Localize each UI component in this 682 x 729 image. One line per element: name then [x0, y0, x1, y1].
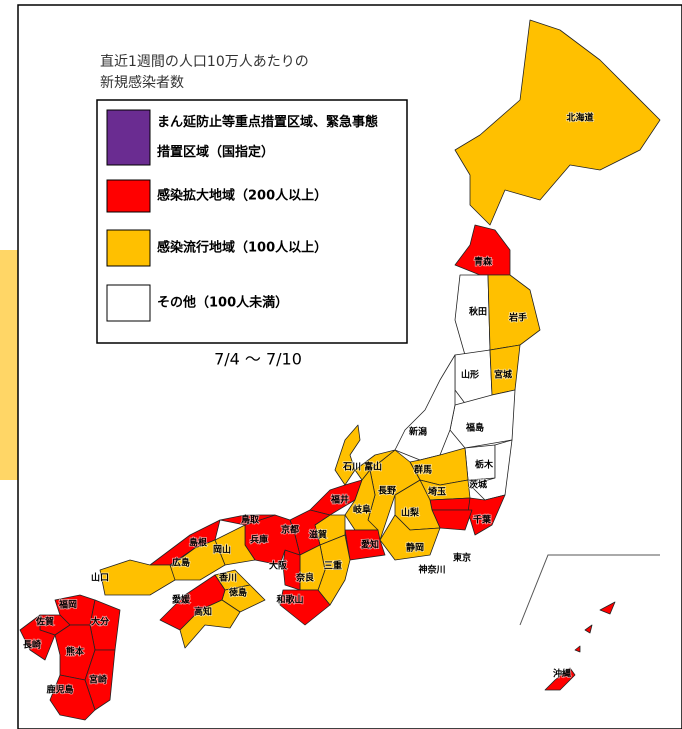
prefecture — [354, 449, 396, 481]
legend-label: 措置区域（国指定） — [157, 144, 274, 160]
prefecture-label: 鹿児島 — [45, 684, 73, 696]
prefecture-label: 埼玉 — [428, 486, 446, 498]
prefecture-label: 宮崎 — [89, 674, 107, 686]
prefecture-label: 滋賀 — [309, 529, 327, 541]
prefecture-label: 青森 — [474, 256, 493, 268]
prefecture-label: 奈良 — [295, 572, 314, 584]
prefecture-label: 佐賀 — [35, 616, 54, 628]
prefecture-label: 群馬 — [413, 464, 432, 476]
legend-swatch — [106, 229, 151, 267]
prefecture — [544, 667, 576, 691]
prefecture-label: 兵庫 — [250, 534, 268, 546]
prefecture-label: 神奈川 — [418, 564, 445, 576]
prefecture-label: 京都 — [281, 524, 299, 536]
prefecture-label: 徳島 — [228, 587, 247, 599]
title-line: 新規感染者数 — [100, 74, 184, 91]
prefecture-label: 石川 — [342, 462, 361, 473]
prefecture — [344, 469, 379, 531]
island — [584, 624, 593, 634]
prefecture-label: 鳥取 — [241, 514, 260, 526]
prefecture-label: 大分 — [91, 616, 109, 628]
legend-swatch — [106, 179, 151, 213]
legend-label: 感染流行地域（100人以上） — [157, 240, 327, 256]
prefecture — [49, 674, 96, 721]
prefecture-label: 静岡 — [406, 542, 424, 554]
prefecture-label: 千葉 — [473, 514, 492, 526]
prefecture-label: 長崎 — [23, 639, 41, 651]
island — [599, 601, 616, 615]
prefecture-label: 富山 — [364, 461, 382, 473]
prefecture-label: 東京 — [453, 552, 471, 564]
legend-swatch — [106, 284, 151, 322]
legend-label: まん延防止等重点措置区域、緊急事態 — [157, 114, 378, 130]
title-line: 直近1週間の人口10万人あたりの — [100, 53, 309, 70]
prefecture — [429, 497, 473, 511]
prefecture-label: 福岡 — [58, 599, 77, 611]
prefecture-label: 高知 — [194, 606, 212, 618]
prefecture-label: 栃木 — [475, 459, 494, 471]
prefecture-label: 山口 — [91, 572, 109, 584]
prefecture-label: 岐阜 — [353, 504, 371, 516]
prefecture-label: 島根 — [189, 537, 208, 549]
prefecture — [334, 424, 361, 486]
prefecture-label: 広島 — [172, 557, 190, 569]
prefecture-label: 愛媛 — [172, 594, 191, 606]
prefecture-label: 愛知 — [361, 539, 379, 551]
prefecture — [179, 599, 241, 649]
prefecture — [379, 514, 441, 561]
period-label: 7/4 〜 7/10 — [214, 350, 302, 369]
inset-line — [519, 554, 660, 626]
prefecture-label: 山梨 — [401, 507, 420, 519]
prefecture-label: 熊本 — [66, 646, 85, 658]
prefecture-label: 長野 — [378, 486, 396, 497]
prefecture-label: 新潟 — [409, 426, 427, 438]
prefecture-label: 香川 — [218, 572, 237, 584]
prefecture-label: 秋田 — [468, 306, 487, 318]
prefecture-label: 沖縄 — [553, 668, 571, 680]
prefecture-label: 岡山 — [213, 544, 231, 556]
prefecture-label: 山形 — [461, 369, 479, 381]
prefecture-label: 北海道 — [566, 112, 593, 124]
prefecture-label: 茨城 — [469, 479, 487, 491]
legend-label: 感染拡大地域（200人以上） — [157, 188, 327, 204]
prefecture-label: 和歌山 — [275, 594, 303, 606]
prefecture-label: 岩手 — [508, 312, 527, 324]
prefecture-label: 福井 — [330, 494, 349, 506]
prefecture-label: 福島 — [465, 422, 484, 434]
legend-swatch — [106, 109, 151, 166]
prefecture — [99, 559, 176, 596]
prefecture-label: 大阪 — [269, 560, 288, 572]
prefecture-label: 三重 — [324, 560, 342, 572]
prefecture — [454, 19, 661, 226]
prefecture — [219, 514, 276, 526]
island — [574, 645, 581, 653]
legend-label: その他（100人未満） — [157, 295, 288, 311]
prefecture — [394, 354, 456, 461]
prefecture — [279, 589, 331, 626]
prefecture-label: 宮城 — [494, 369, 512, 381]
